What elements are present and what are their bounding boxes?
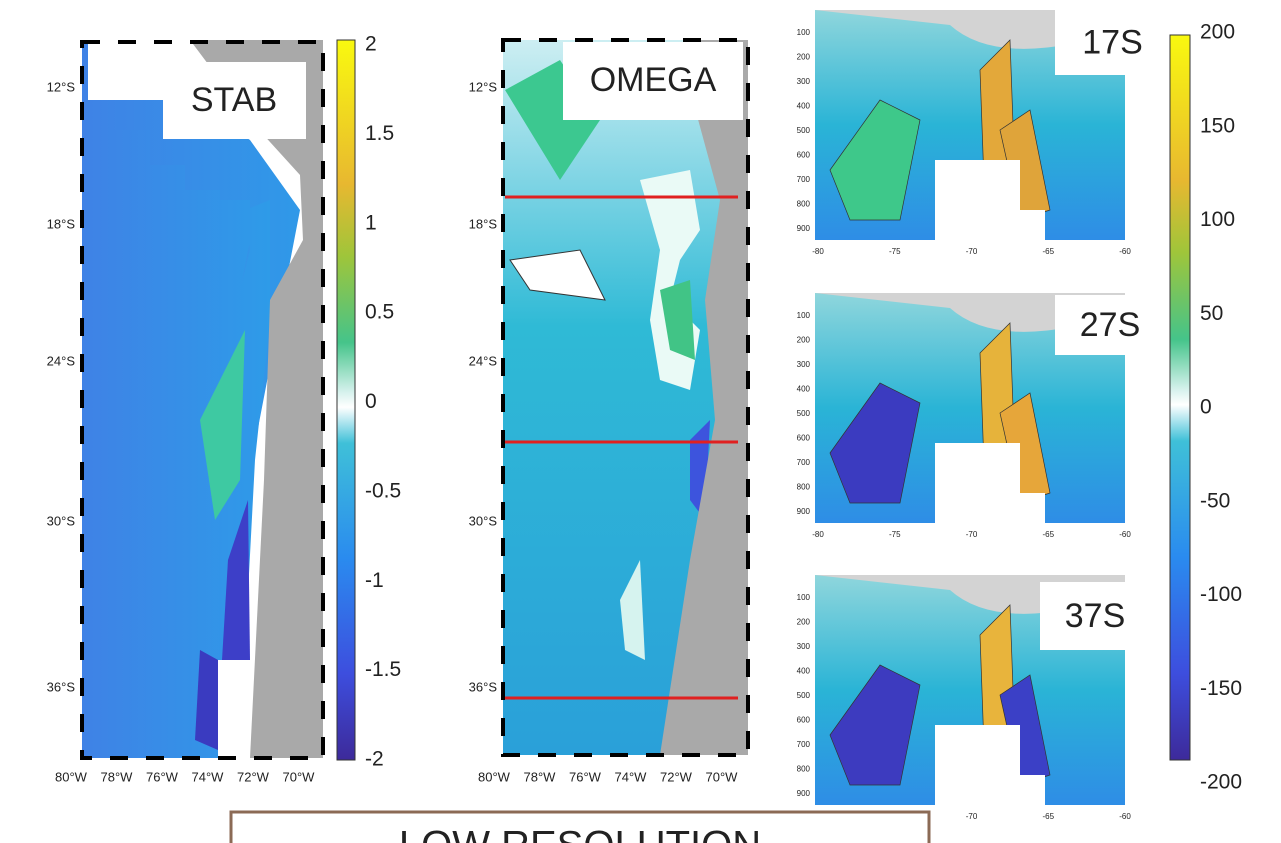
lon-tick: -75 xyxy=(889,247,901,256)
lat-label: 12°S xyxy=(469,79,498,94)
depth-tick: 100 xyxy=(797,28,811,37)
colorbar-tick: 1.5 xyxy=(365,122,394,145)
colorbar-tick: -1 xyxy=(365,569,384,592)
lat-label: 30°S xyxy=(469,513,498,528)
depth-tick: 400 xyxy=(797,102,811,111)
lon-label: 76°W xyxy=(569,769,602,784)
depth-tick: 300 xyxy=(797,77,811,86)
depth-tick: 800 xyxy=(797,765,811,774)
lon-tick: -65 xyxy=(1042,530,1054,539)
colorbar-tick: 150 xyxy=(1200,114,1235,137)
lat-label: 12°S xyxy=(47,79,76,94)
colorbar-tick: -200 xyxy=(1200,771,1242,794)
depth-tick: 900 xyxy=(797,789,811,798)
lon-label: 74°W xyxy=(615,769,648,784)
lon-tick: -70 xyxy=(966,812,978,821)
depth-tick: 700 xyxy=(797,175,811,184)
lon-tick: -80 xyxy=(812,247,824,256)
depth-tick: 700 xyxy=(797,458,811,467)
colorbar-tick: -2 xyxy=(365,748,384,771)
depth-tick: 400 xyxy=(797,385,811,394)
lon-label: 72°W xyxy=(660,769,693,784)
lon-tick: -60 xyxy=(1119,247,1131,256)
depth-tick: 600 xyxy=(797,151,811,160)
section-label: 37S xyxy=(1065,597,1126,635)
lat-label: 30°S xyxy=(47,513,76,528)
lat-label: 36°S xyxy=(469,679,498,694)
lat-label: 18°S xyxy=(469,216,498,231)
lon-tick: -60 xyxy=(1119,530,1131,539)
panel-label: STAB xyxy=(191,81,277,119)
lon-tick: -70 xyxy=(966,247,978,256)
lon-label: 72°W xyxy=(237,769,270,784)
depth-tick: 900 xyxy=(797,507,811,516)
colorbar-tick: 100 xyxy=(1200,208,1235,231)
colorbar-tick: 0.5 xyxy=(365,301,394,324)
colorbar-tick: 50 xyxy=(1200,302,1223,325)
lon-tick: -65 xyxy=(1042,247,1054,256)
colorbar-tick: -150 xyxy=(1200,677,1242,700)
footer-text: LOW RESOLUTION xyxy=(399,824,761,843)
depth-tick: 400 xyxy=(797,667,811,676)
panel-label: OMEGA xyxy=(590,61,717,99)
depth-tick: 300 xyxy=(797,360,811,369)
colorbar xyxy=(1170,35,1190,760)
colorbar-tick: 0 xyxy=(1200,396,1212,419)
colorbar-tick: 0 xyxy=(365,390,377,413)
depth-tick: 500 xyxy=(797,691,811,700)
lon-tick: -70 xyxy=(966,530,978,539)
depth-tick: 200 xyxy=(797,618,811,627)
lon-label: 76°W xyxy=(146,769,179,784)
depth-tick: 900 xyxy=(797,224,811,233)
depth-tick: 800 xyxy=(797,200,811,209)
sections: 100 200 300 400 500 600 700 800 900 -80 -75 -70 -65 -… xyxy=(797,10,1170,821)
depth-tick: 100 xyxy=(797,311,811,320)
lon-label: 80°W xyxy=(478,769,511,784)
lon-label: 78°W xyxy=(101,769,134,784)
depth-tick: 200 xyxy=(797,336,811,345)
lat-label: 36°S xyxy=(47,679,76,694)
colorbar-tick: -1.5 xyxy=(365,658,401,681)
lon-tick: -60 xyxy=(1119,812,1131,821)
colorbar-tick: 1 xyxy=(365,211,377,234)
lon-label: 80°W xyxy=(55,769,88,784)
colorbar-tick: 200 xyxy=(1200,21,1235,44)
colorbar xyxy=(337,40,355,760)
lat-label: 24°S xyxy=(47,353,76,368)
stab-map: STAB xyxy=(82,40,323,758)
depth-tick: 200 xyxy=(797,53,811,62)
depth-tick: 100 xyxy=(797,593,811,602)
depth-tick: 500 xyxy=(797,126,811,135)
colorbar-tick: 2 xyxy=(365,33,377,56)
colorbar-tick: -100 xyxy=(1200,583,1242,606)
omega-map: OMEGA xyxy=(503,40,748,755)
slide: STAB OMEGA 100200300400500600700800900-8… xyxy=(0,0,1281,843)
lon-label: 78°W xyxy=(524,769,557,784)
lon-label: 74°W xyxy=(192,769,225,784)
depth-tick: 600 xyxy=(797,716,811,725)
lon-tick: -65 xyxy=(1042,812,1054,821)
lat-label: 24°S xyxy=(469,353,498,368)
lon-label: 70°W xyxy=(283,769,316,784)
colorbar-tick: -0.5 xyxy=(365,479,401,502)
depth-tick: 500 xyxy=(797,409,811,418)
lon-tick: -80 xyxy=(812,530,824,539)
colorbar-tick: -50 xyxy=(1200,489,1230,512)
lon-tick: -75 xyxy=(889,530,901,539)
lon-label: 70°W xyxy=(706,769,739,784)
section-label: 27S xyxy=(1080,306,1141,344)
depth-tick: 600 xyxy=(797,434,811,443)
depth-tick: 300 xyxy=(797,642,811,651)
depth-tick: 700 xyxy=(797,740,811,749)
lat-label: 18°S xyxy=(47,216,76,231)
section-label: 17S xyxy=(1082,23,1143,61)
depth-tick: 800 xyxy=(797,483,811,492)
